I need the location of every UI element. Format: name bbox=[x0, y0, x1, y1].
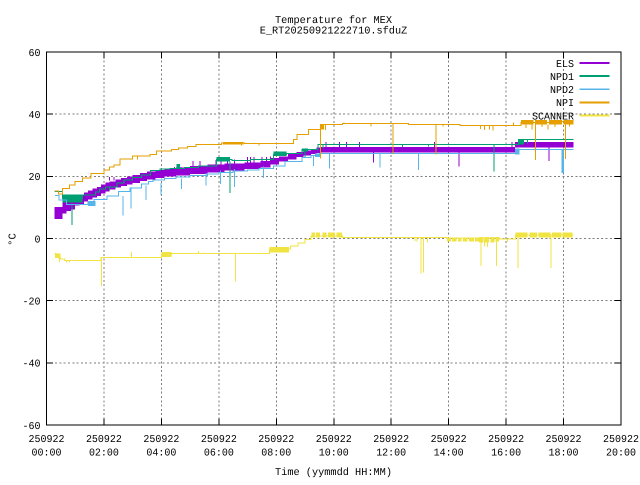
svg-text:250922: 250922 bbox=[316, 434, 352, 446]
svg-text:00:00: 00:00 bbox=[32, 447, 62, 459]
svg-text:06:00: 06:00 bbox=[204, 447, 234, 459]
svg-text:250922: 250922 bbox=[258, 434, 294, 446]
svg-text:250922: 250922 bbox=[488, 434, 524, 446]
svg-text:60: 60 bbox=[29, 48, 41, 60]
svg-text:0: 0 bbox=[35, 234, 41, 246]
svg-text:250922: 250922 bbox=[546, 434, 582, 446]
svg-text:250922: 250922 bbox=[86, 434, 122, 446]
svg-text:18:00: 18:00 bbox=[549, 447, 579, 459]
svg-text:04:00: 04:00 bbox=[146, 447, 176, 459]
svg-text:NPD2: NPD2 bbox=[550, 85, 574, 97]
svg-text:ELS: ELS bbox=[556, 59, 574, 71]
svg-text:°C: °C bbox=[8, 233, 20, 246]
svg-text:Temperature for MEX: Temperature for MEX bbox=[275, 15, 393, 27]
svg-text:16:00: 16:00 bbox=[491, 447, 521, 459]
svg-text:-40: -40 bbox=[23, 359, 41, 371]
svg-text:NPI: NPI bbox=[556, 98, 574, 110]
svg-text:12:00: 12:00 bbox=[376, 447, 406, 459]
svg-text:14:00: 14:00 bbox=[434, 447, 464, 459]
svg-text:NPD1: NPD1 bbox=[550, 72, 574, 84]
svg-text:250922: 250922 bbox=[603, 434, 639, 446]
svg-text:Time (yymmdd HH:MM): Time (yymmdd HH:MM) bbox=[275, 467, 392, 479]
svg-text:250922: 250922 bbox=[431, 434, 467, 446]
svg-text:20:00: 20:00 bbox=[606, 447, 636, 459]
svg-text:20: 20 bbox=[29, 172, 41, 184]
svg-text:250922: 250922 bbox=[201, 434, 237, 446]
svg-text:-20: -20 bbox=[23, 296, 41, 308]
svg-text:SCANNER: SCANNER bbox=[532, 111, 575, 123]
svg-text:10:00: 10:00 bbox=[319, 447, 349, 459]
svg-text:-60: -60 bbox=[23, 421, 41, 433]
svg-text:E_RT20250921222710.sfduZ: E_RT20250921222710.sfduZ bbox=[260, 25, 408, 37]
svg-text:250922: 250922 bbox=[373, 434, 409, 446]
svg-text:250922: 250922 bbox=[143, 434, 179, 446]
svg-text:02:00: 02:00 bbox=[89, 447, 119, 459]
svg-text:250922: 250922 bbox=[29, 434, 65, 446]
svg-text:40: 40 bbox=[29, 110, 41, 122]
svg-text:08:00: 08:00 bbox=[261, 447, 291, 459]
